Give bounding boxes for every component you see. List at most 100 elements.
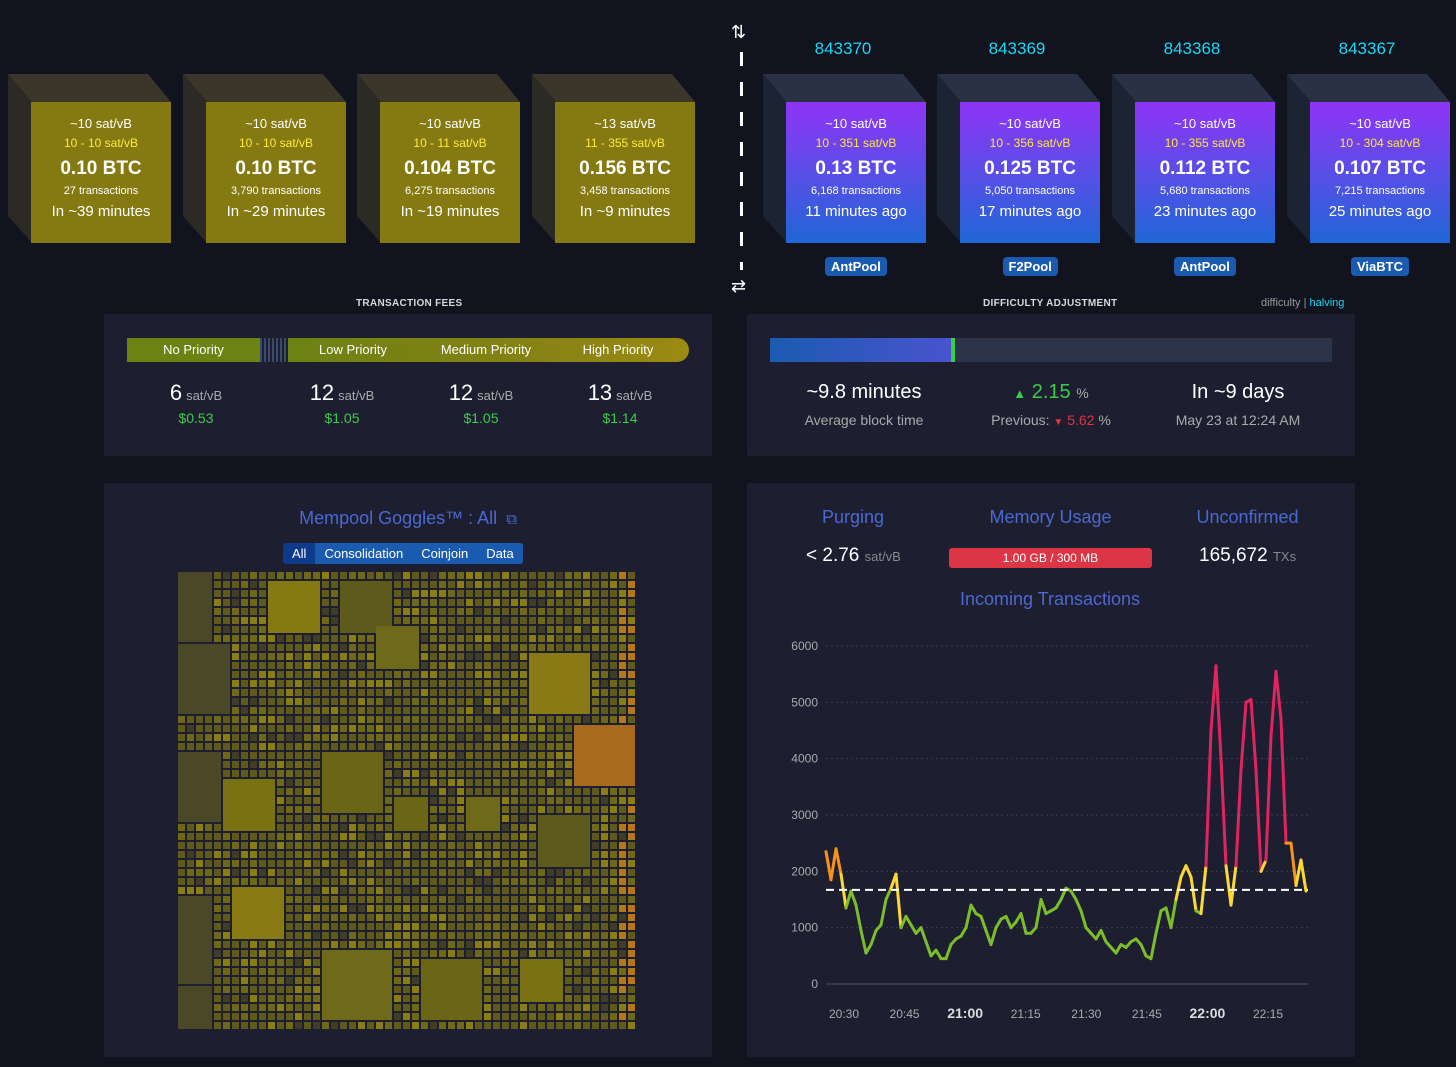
tx-cell[interactable] [565, 1022, 572, 1029]
tx-cell[interactable] [412, 1022, 419, 1029]
tx-block[interactable] [538, 815, 590, 867]
tx-cell[interactable] [313, 977, 320, 984]
tx-cell[interactable] [574, 716, 581, 723]
tx-cell[interactable] [520, 716, 527, 723]
tx-cell[interactable] [394, 617, 401, 624]
tx-cell[interactable] [619, 617, 626, 624]
tx-block[interactable] [178, 752, 221, 822]
tx-cell[interactable] [196, 824, 203, 831]
tx-cell[interactable] [286, 1022, 293, 1029]
tx-cell[interactable] [529, 914, 536, 921]
tx-cell[interactable] [466, 590, 473, 597]
tx-cell[interactable] [448, 716, 455, 723]
tx-cell[interactable] [457, 662, 464, 669]
filter-consolidation[interactable]: Consolidation [315, 543, 413, 564]
tx-cell[interactable] [268, 833, 275, 840]
tx-cell[interactable] [619, 671, 626, 678]
tx-cell[interactable] [529, 644, 536, 651]
tx-cell[interactable] [628, 698, 635, 705]
tx-cell[interactable] [529, 815, 536, 822]
tx-cell[interactable] [376, 842, 383, 849]
tx-cell[interactable] [529, 1004, 536, 1011]
tx-cell[interactable] [448, 941, 455, 948]
tx-cell[interactable] [475, 590, 482, 597]
tx-cell[interactable] [502, 941, 509, 948]
tx-cell[interactable] [259, 671, 266, 678]
tx-cell[interactable] [250, 653, 257, 660]
tx-cell[interactable] [520, 851, 527, 858]
mempool-block[interactable]: ~10 sat/vB 10 - 11 sat/vB 0.104 BTC 6,27… [357, 74, 520, 243]
tx-cell[interactable] [241, 707, 248, 714]
tx-cell[interactable] [628, 653, 635, 660]
tx-cell[interactable] [628, 671, 635, 678]
tx-cell[interactable] [394, 869, 401, 876]
tx-cell[interactable] [556, 617, 563, 624]
tx-cell[interactable] [268, 644, 275, 651]
tx-cell[interactable] [421, 905, 428, 912]
tx-cell[interactable] [214, 995, 221, 1002]
tx-cell[interactable] [556, 869, 563, 876]
tx-cell[interactable] [385, 932, 392, 939]
tx-cell[interactable] [484, 887, 491, 894]
tx-cell[interactable] [277, 1022, 284, 1029]
tx-cell[interactable] [592, 878, 599, 885]
tx-cell[interactable] [502, 968, 509, 975]
tx-cell[interactable] [376, 815, 383, 822]
tx-cell[interactable] [592, 896, 599, 903]
tx-cell[interactable] [313, 1013, 320, 1020]
tx-cell[interactable] [619, 1004, 626, 1011]
tx-cell[interactable] [286, 671, 293, 678]
tx-cell[interactable] [493, 590, 500, 597]
tx-cell[interactable] [493, 959, 500, 966]
tx-cell[interactable] [304, 797, 311, 804]
tx-cell[interactable] [601, 599, 608, 606]
tx-cell[interactable] [520, 572, 527, 579]
tx-cell[interactable] [448, 842, 455, 849]
mining-pool-badge[interactable]: ViaBTC [1351, 257, 1409, 276]
tx-cell[interactable] [358, 743, 365, 750]
tx-cell[interactable] [430, 653, 437, 660]
tx-cell[interactable] [529, 842, 536, 849]
tx-cell[interactable] [619, 905, 626, 912]
tx-cell[interactable] [475, 788, 482, 795]
tx-cell[interactable] [592, 689, 599, 696]
tx-cell[interactable] [484, 752, 491, 759]
tx-cell[interactable] [223, 932, 230, 939]
tx-cell[interactable] [421, 860, 428, 867]
tx-cell[interactable] [232, 725, 239, 732]
tx-cell[interactable] [538, 869, 545, 876]
tx-cell[interactable] [610, 995, 617, 1002]
tx-cell[interactable] [448, 950, 455, 957]
tx-cell[interactable] [484, 914, 491, 921]
tx-cell[interactable] [241, 1004, 248, 1011]
tx-cell[interactable] [385, 734, 392, 741]
tx-cell[interactable] [538, 626, 545, 633]
tx-cell[interactable] [520, 590, 527, 597]
tx-cell[interactable] [385, 815, 392, 822]
tx-cell[interactable] [331, 941, 338, 948]
tx-cell[interactable] [448, 815, 455, 822]
tx-cell[interactable] [493, 608, 500, 615]
tx-cell[interactable] [421, 698, 428, 705]
tx-cell[interactable] [610, 572, 617, 579]
tx-cell[interactable] [520, 707, 527, 714]
tx-cell[interactable] [331, 653, 338, 660]
tx-cell[interactable] [259, 590, 266, 597]
tx-cell[interactable] [574, 986, 581, 993]
tx-cell[interactable] [439, 680, 446, 687]
tx-block[interactable] [178, 986, 212, 1029]
tx-cell[interactable] [376, 725, 383, 732]
tx-cell[interactable] [475, 896, 482, 903]
tx-cell[interactable] [457, 842, 464, 849]
tx-cell[interactable] [430, 842, 437, 849]
tx-cell[interactable] [529, 860, 536, 867]
tx-cell[interactable] [619, 842, 626, 849]
tx-cell[interactable] [403, 923, 410, 930]
tx-cell[interactable] [448, 572, 455, 579]
tx-cell[interactable] [466, 734, 473, 741]
tx-cell[interactable] [502, 932, 509, 939]
tx-cell[interactable] [286, 806, 293, 813]
tx-cell[interactable] [439, 626, 446, 633]
tx-cell[interactable] [457, 608, 464, 615]
tx-cell[interactable] [529, 905, 536, 912]
